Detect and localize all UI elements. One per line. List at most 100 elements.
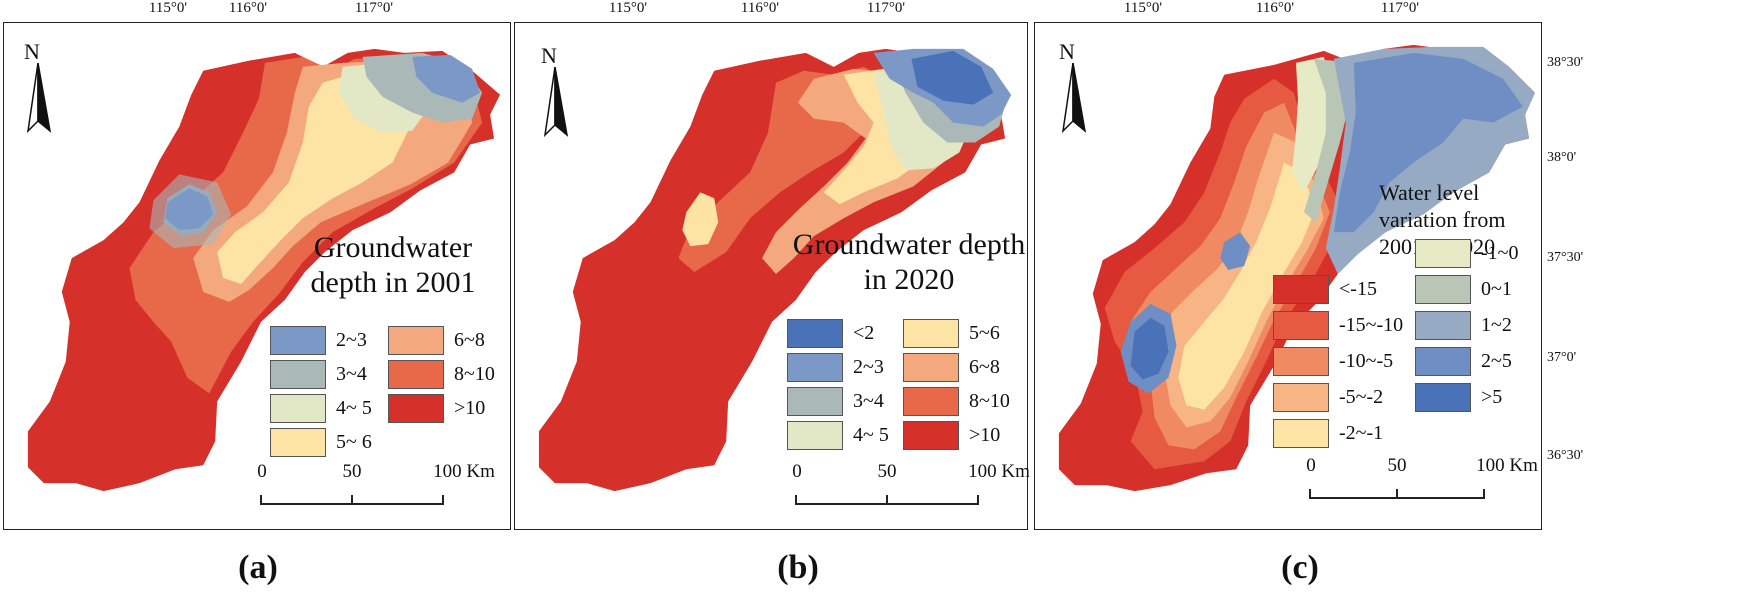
scale-line: [795, 503, 979, 505]
legend-swatch: [787, 319, 843, 348]
legend-item-a-4: 6~8: [388, 326, 485, 355]
legend-label: 6~8: [969, 356, 1000, 378]
legend-item-a-0: 2~3: [270, 326, 367, 355]
scale-mid: 50: [877, 461, 897, 482]
scale-mark: [442, 495, 444, 504]
legend-label: 4~ 5: [336, 397, 372, 419]
legend-swatch: [1415, 347, 1471, 376]
legend-item-b-3: 4~ 5: [787, 421, 889, 450]
legend-item-c-7: 1~2: [1415, 311, 1512, 340]
legend-swatch: [1273, 311, 1329, 340]
legend-swatch: [1415, 383, 1471, 412]
legend-item-c-4: -2~-1: [1273, 419, 1383, 448]
scale-end: 100 Km: [433, 461, 495, 482]
region-lt2: [911, 50, 994, 105]
water-level-variation-map: [1058, 44, 1536, 492]
legend-item-a-5: 8~10: [388, 360, 495, 389]
panel-label-c: (c): [1281, 549, 1319, 586]
legend-label: 3~4: [336, 363, 367, 385]
legend-label: >10: [969, 424, 1001, 446]
legend-title-a: Groundwater depth in 2001: [310, 231, 476, 299]
region-2-1: [1178, 162, 1316, 410]
legend-label: 2~3: [853, 356, 884, 378]
scale-mid: 50: [1387, 455, 1407, 476]
legend-swatch: [270, 360, 326, 389]
legend-swatch: [1273, 419, 1329, 448]
north-arrow-c: N: [1055, 39, 1095, 139]
legend-item-a-1: 3~4: [270, 360, 367, 389]
scale-mid: 50: [342, 461, 362, 482]
legend-swatch: [270, 326, 326, 355]
legend-label: 2~3: [336, 329, 367, 351]
scale-mark: [1309, 489, 1311, 498]
north-arrow-b: N: [537, 43, 577, 143]
region-2-3-ne: [412, 54, 481, 103]
scale-bar-b: 0 50 100 Km: [792, 461, 1030, 511]
lon-tick-117-a: 117°0': [354, 0, 394, 16]
region-gt5: [1130, 317, 1169, 380]
legend-swatch: [1415, 275, 1471, 304]
legend-swatch: [1273, 275, 1329, 304]
map-panel-a: N Groundwater depth in 2001 2~3 3~4 4~ 5…: [3, 22, 511, 530]
legend-label: <-15: [1339, 278, 1377, 300]
legend-label: 2~5: [1481, 350, 1512, 372]
north-arrow-icon: [1061, 63, 1087, 134]
legend-item-c-0: <-15: [1273, 275, 1377, 304]
legend-item-c-5: -1~0: [1415, 239, 1518, 268]
legend-swatch: [388, 394, 444, 423]
legend-item-b-2: 3~4: [787, 387, 884, 416]
region-2-5-mid: [1220, 232, 1251, 271]
lon-tick-115-b: 115°0': [608, 0, 648, 16]
legend-label: -1~0: [1481, 242, 1519, 264]
scale-zero: 0: [792, 461, 802, 482]
scale-line: [1309, 497, 1485, 499]
legend-swatch: [270, 394, 326, 423]
legend-label: <2: [853, 322, 875, 344]
legend-item-b-6: 8~10: [903, 387, 1010, 416]
groundwater-map-2001: [27, 48, 501, 492]
legend-label: -5~-2: [1339, 386, 1384, 408]
panel-label-b: (b): [777, 549, 819, 586]
north-arrow-a: N: [20, 39, 60, 139]
region-5-6-west: [682, 192, 719, 247]
scale-end: 100 Km: [968, 461, 1030, 482]
region-2-5: [1333, 52, 1524, 233]
legend-swatch: [903, 319, 959, 348]
lon-tick-115-c: 115°0': [1123, 0, 1163, 16]
legend-label: 8~10: [969, 390, 1010, 412]
legend-item-a-6: >10: [388, 394, 485, 423]
scale-mark: [1396, 489, 1398, 498]
scale-end: 100 Km: [1476, 455, 1538, 476]
legend-item-b-5: 6~8: [903, 353, 1000, 382]
legend-item-c-3: -5~-2: [1273, 383, 1383, 412]
legend-label: >10: [454, 397, 486, 419]
legend-label: -10~-5: [1339, 350, 1394, 372]
legend-label: -15~-10: [1339, 314, 1404, 336]
legend-item-c-2: -10~-5: [1273, 347, 1393, 376]
groundwater-map-2020: [538, 48, 1012, 492]
legend-label: 5~ 6: [336, 431, 372, 453]
legend-item-a-3: 5~ 6: [270, 428, 372, 457]
legend-item-b-0: <2: [787, 319, 874, 348]
scale-mark: [351, 495, 353, 504]
lon-tick-117-b: 117°0': [866, 0, 906, 16]
legend-swatch: [1415, 311, 1471, 340]
region-1-0: [1291, 56, 1334, 193]
legend-swatch: [1273, 347, 1329, 376]
legend-swatch: [1415, 239, 1471, 268]
legend-swatch: [388, 326, 444, 355]
legend-swatch: [903, 387, 959, 416]
legend-swatch: [787, 353, 843, 382]
legend-item-b-7: >10: [903, 421, 1000, 450]
scale-bar-c: 0 50 100 Km: [1306, 455, 1538, 505]
legend-title-b: Groundwater depth in 2020: [792, 228, 1026, 296]
legend-item-c-8: 2~5: [1415, 347, 1512, 376]
north-label: N: [24, 39, 40, 64]
scale-zero: 0: [257, 461, 267, 482]
north-arrow-icon: [543, 67, 569, 138]
legend-label: 8~10: [454, 363, 495, 385]
lat-tick-37-30: 37°30': [1547, 250, 1584, 265]
legend-label: -2~-1: [1339, 422, 1384, 444]
scale-mark: [886, 495, 888, 504]
scale-line: [260, 503, 444, 505]
